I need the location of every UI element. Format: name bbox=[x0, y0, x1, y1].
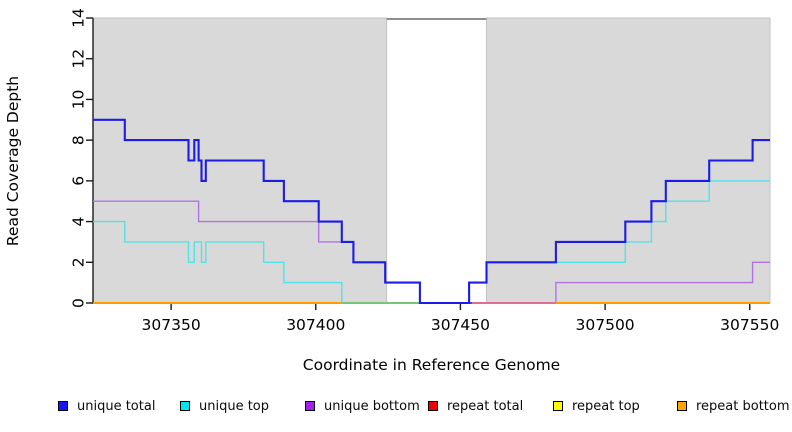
legend-item-repeat-top: repeat top bbox=[553, 397, 640, 415]
legend-label: repeat top bbox=[572, 398, 640, 414]
y-tick-label: 6 bbox=[70, 176, 88, 186]
x-tick-label: 307450 bbox=[431, 316, 490, 334]
legend-label: unique top bbox=[199, 398, 270, 414]
y-tick-label: 12 bbox=[70, 49, 88, 69]
x-tick-label: 307350 bbox=[142, 316, 201, 334]
y-tick-label: 0 bbox=[70, 298, 88, 308]
unique-total-swatch-icon bbox=[58, 401, 68, 411]
repeat-bottom-swatch-icon bbox=[677, 401, 687, 411]
x-tick-label: 307550 bbox=[720, 316, 779, 334]
unique-top-swatch-icon bbox=[180, 401, 190, 411]
legend-label: repeat bottom bbox=[696, 398, 790, 414]
y-tick-label: 10 bbox=[70, 90, 88, 110]
legend-item-repeat-total: repeat total bbox=[428, 397, 523, 415]
legend-label: unique bottom bbox=[324, 398, 420, 414]
legend-label: unique total bbox=[77, 398, 156, 414]
y-tick-label: 2 bbox=[70, 257, 88, 267]
legend-item-unique-top: unique top bbox=[180, 397, 269, 415]
series-line-unique-top bbox=[93, 180, 770, 304]
unique-bottom-swatch-icon bbox=[305, 401, 315, 411]
chart-legend: unique total unique top unique bottom re… bbox=[0, 397, 792, 421]
y-tick-label: 14 bbox=[70, 8, 88, 28]
legend-item-unique-total: unique total bbox=[58, 397, 155, 415]
legend-item-repeat-bottom: repeat bottom bbox=[677, 397, 790, 415]
y-axis-title: Read Coverage Depth bbox=[4, 75, 22, 247]
y-tick-label: 4 bbox=[70, 217, 88, 227]
coverage-chart-canvas: 0 2 4 6 8 10 12 14 307350 307400 307450 307500 30755… bbox=[70, 8, 780, 334]
legend-label: repeat total bbox=[447, 398, 524, 414]
repeat-top-swatch-icon bbox=[553, 401, 563, 411]
series-line-unique-total bbox=[93, 118, 770, 305]
x-tick-label: 307500 bbox=[576, 316, 635, 334]
x-axis-title: Coordinate in Reference Genome bbox=[302, 356, 561, 374]
y-tick-label: 8 bbox=[70, 135, 88, 145]
x-tick-label: 307400 bbox=[286, 316, 345, 334]
repeat-total-swatch-icon bbox=[428, 401, 438, 411]
legend-item-unique-bottom: unique bottom bbox=[305, 397, 420, 415]
